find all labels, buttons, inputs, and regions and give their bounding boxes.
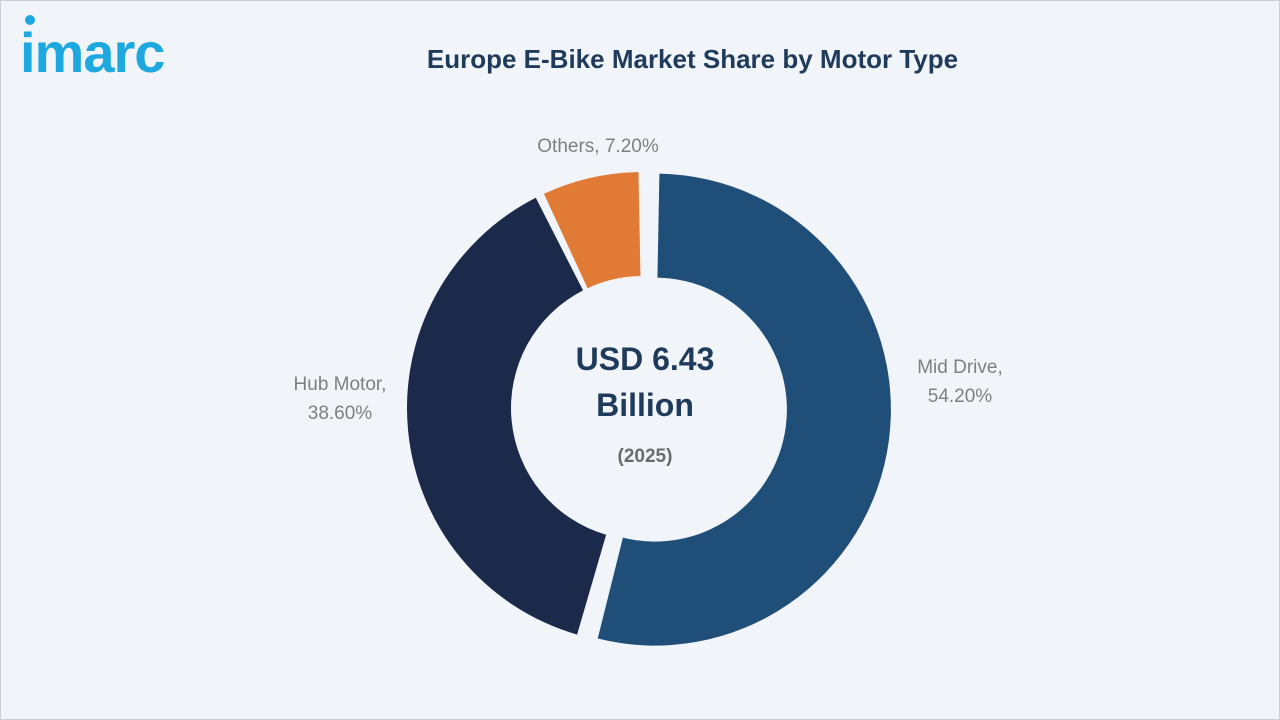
center-value-line1: USD 6.43 xyxy=(576,341,715,377)
chart-title: Europe E-Bike Market Share by Motor Type xyxy=(426,44,959,74)
slice-others xyxy=(543,172,641,289)
slice-label-others: Others, 7.20% xyxy=(537,136,659,157)
center-value-line2: Billion xyxy=(596,387,694,423)
slice-value-mid-drive: 54.20% xyxy=(928,386,993,407)
slice-labels: Mid Drive, 54.20% Hub Motor, 38.60% Others, … xyxy=(294,136,1003,424)
slice-value-hub-motor: 38.60% xyxy=(308,403,373,424)
slice-hub-motor xyxy=(406,197,607,635)
slice-label-hub-motor: Hub Motor, xyxy=(294,374,387,395)
logo-text: imarc xyxy=(20,21,164,82)
donut-slices xyxy=(406,172,891,646)
imarc-logo: imarc xyxy=(20,15,165,82)
slice-mid-drive xyxy=(597,173,891,646)
slice-label-mid-drive: Mid Drive, xyxy=(917,357,1003,378)
center-year: (2025) xyxy=(618,446,673,467)
